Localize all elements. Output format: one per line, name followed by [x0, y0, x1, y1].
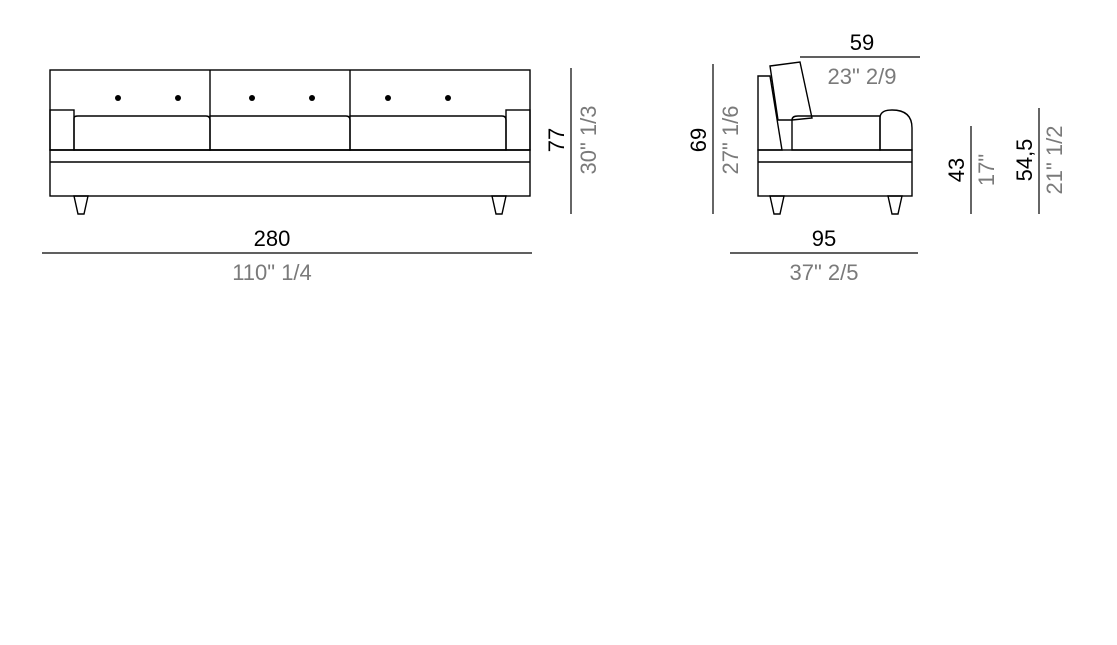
dim-side-depth: 95 37" 2/5	[730, 226, 918, 285]
dim-side-back-height-in: 27" 1/6	[718, 106, 743, 175]
dim-side-back-height-cm: 69	[686, 128, 711, 152]
dim-arm-height-cm: 54,5	[1012, 139, 1037, 182]
dim-front-width-in: 110" 1/4	[232, 260, 312, 285]
dim-side-back-top: 59 23" 2/9	[800, 30, 920, 89]
dim-arm-height-in: 21" 1/2	[1042, 126, 1067, 195]
dim-front-height-cm: 77	[544, 128, 569, 152]
dim-seat-height-cm: 43	[944, 158, 969, 182]
dim-side-back-height: 69 27" 1/6	[686, 64, 743, 214]
dim-side-back-top-cm: 59	[850, 30, 874, 55]
sofa-front-view	[50, 70, 530, 214]
dim-side-back-top-in: 23" 2/9	[828, 64, 897, 89]
dim-front-width: 280 110" 1/4	[42, 226, 532, 285]
dim-front-width-cm: 280	[254, 226, 291, 251]
dim-side-depth-cm: 95	[812, 226, 836, 251]
dim-arm-height: 54,5 21" 1/2	[1012, 108, 1067, 214]
dim-front-height-in: 30" 1/3	[576, 106, 601, 175]
dim-side-depth-in: 37" 2/5	[790, 260, 859, 285]
dim-front-height: 77 30" 1/3	[544, 68, 601, 214]
dim-seat-height: 43 17"	[944, 126, 999, 214]
dim-seat-height-in: 17"	[974, 154, 999, 186]
